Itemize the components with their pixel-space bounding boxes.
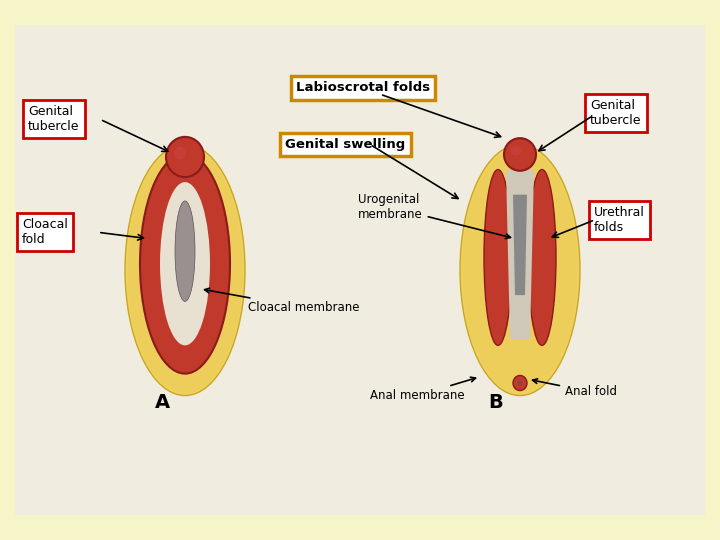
Text: Urogenital
membrane: Urogenital membrane — [358, 193, 510, 239]
Ellipse shape — [166, 137, 204, 177]
Text: Genital
tubercle: Genital tubercle — [590, 99, 642, 127]
Text: Cloacal membrane: Cloacal membrane — [204, 288, 359, 314]
FancyBboxPatch shape — [15, 25, 705, 515]
Text: Genital swelling: Genital swelling — [285, 138, 405, 151]
Ellipse shape — [174, 147, 186, 159]
Text: Anal membrane: Anal membrane — [370, 377, 475, 402]
Ellipse shape — [518, 381, 523, 386]
Ellipse shape — [140, 154, 230, 374]
Text: Anal fold: Anal fold — [533, 379, 617, 399]
Ellipse shape — [160, 182, 210, 346]
Ellipse shape — [175, 201, 195, 301]
Text: B: B — [488, 393, 503, 412]
Polygon shape — [513, 194, 527, 295]
Ellipse shape — [484, 170, 512, 346]
Text: A: A — [155, 393, 170, 412]
Text: Urethral
folds: Urethral folds — [594, 206, 645, 234]
Ellipse shape — [460, 144, 580, 396]
Text: Genital
tubercle: Genital tubercle — [28, 105, 79, 133]
Ellipse shape — [511, 146, 521, 156]
Ellipse shape — [127, 147, 243, 393]
Ellipse shape — [504, 138, 536, 171]
Text: Labioscrotal folds: Labioscrotal folds — [296, 82, 430, 94]
Ellipse shape — [125, 144, 245, 396]
Polygon shape — [506, 170, 534, 339]
Text: Cloacal
fold: Cloacal fold — [22, 218, 68, 246]
Ellipse shape — [513, 375, 527, 390]
Ellipse shape — [528, 170, 556, 346]
Ellipse shape — [462, 147, 578, 393]
